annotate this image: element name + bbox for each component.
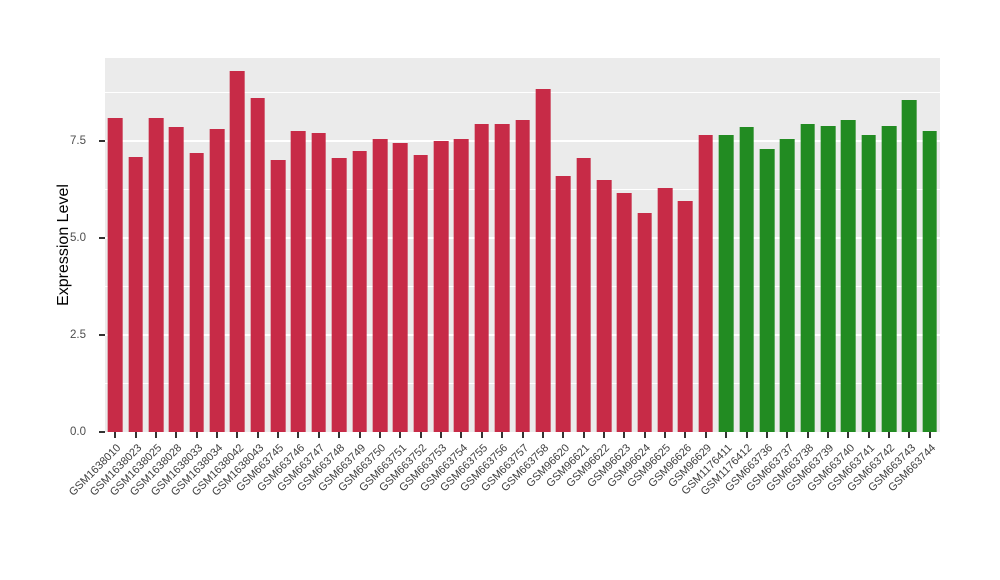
y-tick-label: 2.5 (70, 329, 86, 342)
bar (331, 158, 347, 432)
bar (413, 154, 428, 432)
plot-panel (99, 58, 940, 438)
y-tick-mark (99, 237, 105, 240)
bar (698, 135, 714, 432)
bar (535, 88, 551, 432)
x-tick-mark (786, 432, 789, 438)
bar (678, 201, 693, 432)
bar (189, 152, 204, 432)
x-tick-mark (541, 432, 544, 438)
y-axis-tick-labels: 0.0 2.5 5.0 7.5 (0, 58, 100, 438)
x-tick-mark (806, 432, 809, 438)
x-tick-mark (684, 432, 687, 438)
x-tick-mark (256, 432, 259, 438)
x-tick-mark (175, 432, 178, 438)
x-tick-mark (908, 432, 911, 438)
bar (637, 212, 653, 432)
bar (168, 127, 184, 432)
bar (576, 158, 591, 432)
x-tick-mark (419, 432, 422, 438)
bar (718, 135, 734, 432)
bar (311, 133, 327, 432)
x-tick-mark (582, 432, 585, 438)
bar (759, 148, 775, 432)
bar (494, 123, 510, 432)
bar (515, 119, 530, 432)
bar (128, 156, 143, 432)
bar (555, 175, 571, 432)
x-tick-mark (338, 432, 341, 438)
x-tick-mark (236, 432, 239, 438)
bar (779, 139, 795, 432)
x-tick-mark (216, 432, 218, 438)
bar (454, 139, 469, 432)
bar (881, 125, 897, 432)
x-tick-mark (317, 432, 320, 438)
x-tick-mark (928, 432, 931, 438)
x-tick-mark (399, 432, 402, 438)
x-tick-mark (826, 432, 829, 438)
x-tick-mark (501, 432, 504, 438)
bar (841, 119, 856, 432)
y-tick-label: 7.5 (70, 135, 86, 148)
x-tick-mark (847, 432, 850, 438)
bar (596, 179, 612, 432)
bar (270, 160, 286, 432)
bar (474, 123, 490, 432)
x-tick-mark (480, 432, 483, 438)
y-tick-label: 0.0 (70, 426, 86, 438)
x-tick-mark (154, 432, 157, 438)
x-tick-mark (602, 432, 605, 438)
bar (902, 100, 917, 432)
x-tick-mark (134, 432, 137, 438)
bar (291, 131, 306, 432)
bar (392, 142, 408, 432)
x-tick-mark (195, 432, 198, 438)
x-tick-mark (562, 432, 565, 438)
x-tick-mark (460, 432, 463, 438)
x-tick-mark (765, 432, 768, 438)
bar (800, 123, 815, 432)
x-tick-mark (745, 432, 748, 438)
x-tick-mark (623, 432, 626, 438)
bar (107, 117, 123, 432)
gridline-minor (105, 92, 940, 94)
bar (352, 150, 367, 432)
x-tick-mark (521, 432, 524, 438)
bar (372, 139, 388, 432)
x-tick-mark (867, 432, 870, 438)
x-tick-mark (277, 432, 280, 438)
x-tick-mark (664, 432, 667, 438)
bar (209, 129, 225, 432)
bar (861, 135, 877, 432)
bar (617, 193, 632, 432)
bar (433, 141, 449, 432)
bar (230, 71, 245, 432)
x-axis-tick-labels: GSM1638010 GSM1638023 GSM1638025 GSM1638028… (67, 432, 940, 580)
bar (250, 98, 266, 432)
bar (148, 117, 164, 432)
x-tick-mark (704, 432, 707, 438)
x-tick-mark (643, 432, 646, 438)
y-tick-mark (99, 334, 105, 337)
x-tick-mark (114, 432, 117, 438)
bar (922, 131, 938, 432)
x-tick-mark (378, 432, 381, 438)
y-tick-label: 5.0 (70, 232, 86, 245)
x-tick-mark (358, 432, 361, 438)
x-tick-mark (725, 432, 728, 438)
bar (739, 127, 754, 432)
bar (820, 125, 836, 432)
y-tick-mark (99, 431, 105, 433)
x-tick-mark (440, 432, 443, 438)
x-tick-mark (297, 432, 300, 438)
bar (657, 187, 673, 432)
x-tick-mark (888, 432, 891, 438)
y-tick-mark (99, 140, 105, 143)
